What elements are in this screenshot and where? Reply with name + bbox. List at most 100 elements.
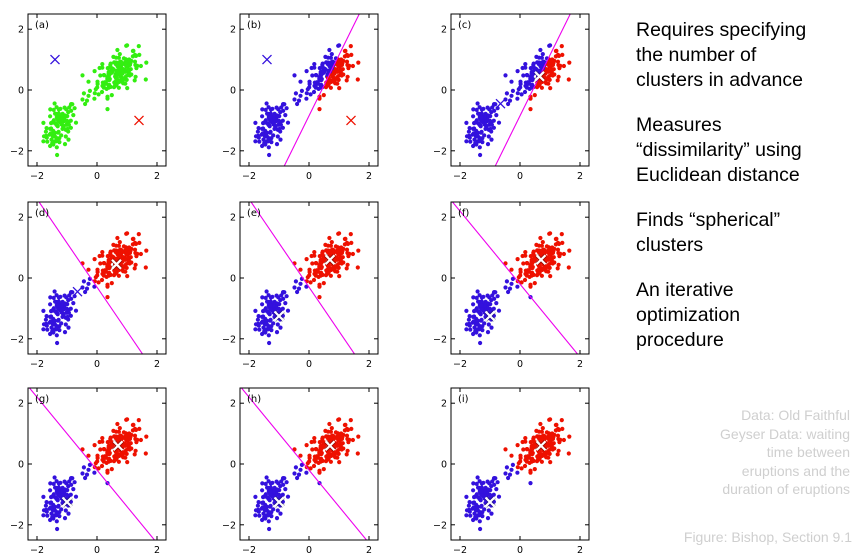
data-point [530,270,535,275]
data-point [528,74,533,80]
data-point [335,433,340,438]
data-point [471,488,476,493]
data-point [105,448,110,454]
data-point [275,508,280,513]
data-point [272,485,277,490]
data-point [561,437,567,443]
data-point [486,134,491,139]
data-point [268,129,273,134]
data-points [464,43,572,158]
data-point [133,241,139,246]
data-point [528,481,533,486]
data-point [260,295,265,300]
data-point [546,247,552,252]
data-point [478,152,483,158]
data-point [84,98,90,103]
data-point [56,485,61,490]
data-point [339,73,344,78]
data-point [263,107,268,112]
data-point [467,321,472,326]
data-point [298,93,303,98]
data-point [307,453,312,458]
data-point [268,485,273,490]
data-point [479,111,484,116]
data-point [567,248,572,253]
data-point [531,253,536,258]
data-point [143,451,148,456]
data-point [262,515,267,520]
data-point [320,435,325,440]
data-point [257,513,262,518]
data-point [471,295,476,300]
x-tick-label: −2 [453,545,467,556]
data-point [86,93,91,98]
data-point [264,289,269,294]
data-point [492,476,497,481]
data-point [51,481,56,486]
cluster-centre-marker [72,286,83,297]
data-point [125,231,130,236]
data-point [130,48,135,54]
data-point [95,453,100,458]
data-point [477,519,482,524]
data-point [531,65,536,70]
data-point [45,327,50,332]
data-point [474,295,479,300]
data-point [264,130,269,135]
data-point [119,77,124,83]
data-point [54,137,59,142]
data-point [113,68,119,73]
data-point [83,101,88,107]
data-point [471,126,476,131]
data-point [50,329,55,334]
bullet-3: Finds “spherical” clusters [636,209,781,256]
data-point [81,465,86,470]
data-point [523,62,528,67]
data-point [137,52,142,58]
y-tick-label: 2 [441,213,447,224]
data-point [100,268,105,273]
data-point [547,451,552,456]
data-point [473,515,478,520]
cluster-centre-marker [535,439,547,452]
data-point [280,499,285,504]
data-point [479,317,484,322]
data-point [86,267,91,272]
data-point [313,457,318,463]
data-point [293,465,298,470]
data-point [266,137,271,142]
data-point [314,261,319,266]
data-point [317,262,322,268]
data-point [144,434,149,439]
cluster-centre-marker [134,115,144,126]
data-point [546,433,552,438]
data-point [471,114,476,119]
data-point [63,134,68,139]
data-point [261,325,266,330]
data-point [307,273,312,278]
data-point [325,68,331,73]
data-point [307,267,312,272]
data-point [127,447,132,452]
data-point [478,340,483,346]
data-point [295,475,300,481]
data-point [337,86,342,91]
data-point [503,73,508,78]
data-point [101,271,106,277]
data-point [468,513,473,518]
data-point [275,134,280,139]
data-point [510,276,515,281]
data-point [92,96,97,101]
data-point [49,511,54,516]
data-point [68,313,73,318]
data-point [41,513,46,518]
data-point [344,452,349,457]
data-point [123,269,128,274]
data-point [271,507,276,512]
data-point [344,433,350,438]
data-point [532,281,537,286]
data-point [550,261,555,266]
data-point [272,299,277,304]
data-point [337,274,342,279]
data-point [48,314,53,319]
